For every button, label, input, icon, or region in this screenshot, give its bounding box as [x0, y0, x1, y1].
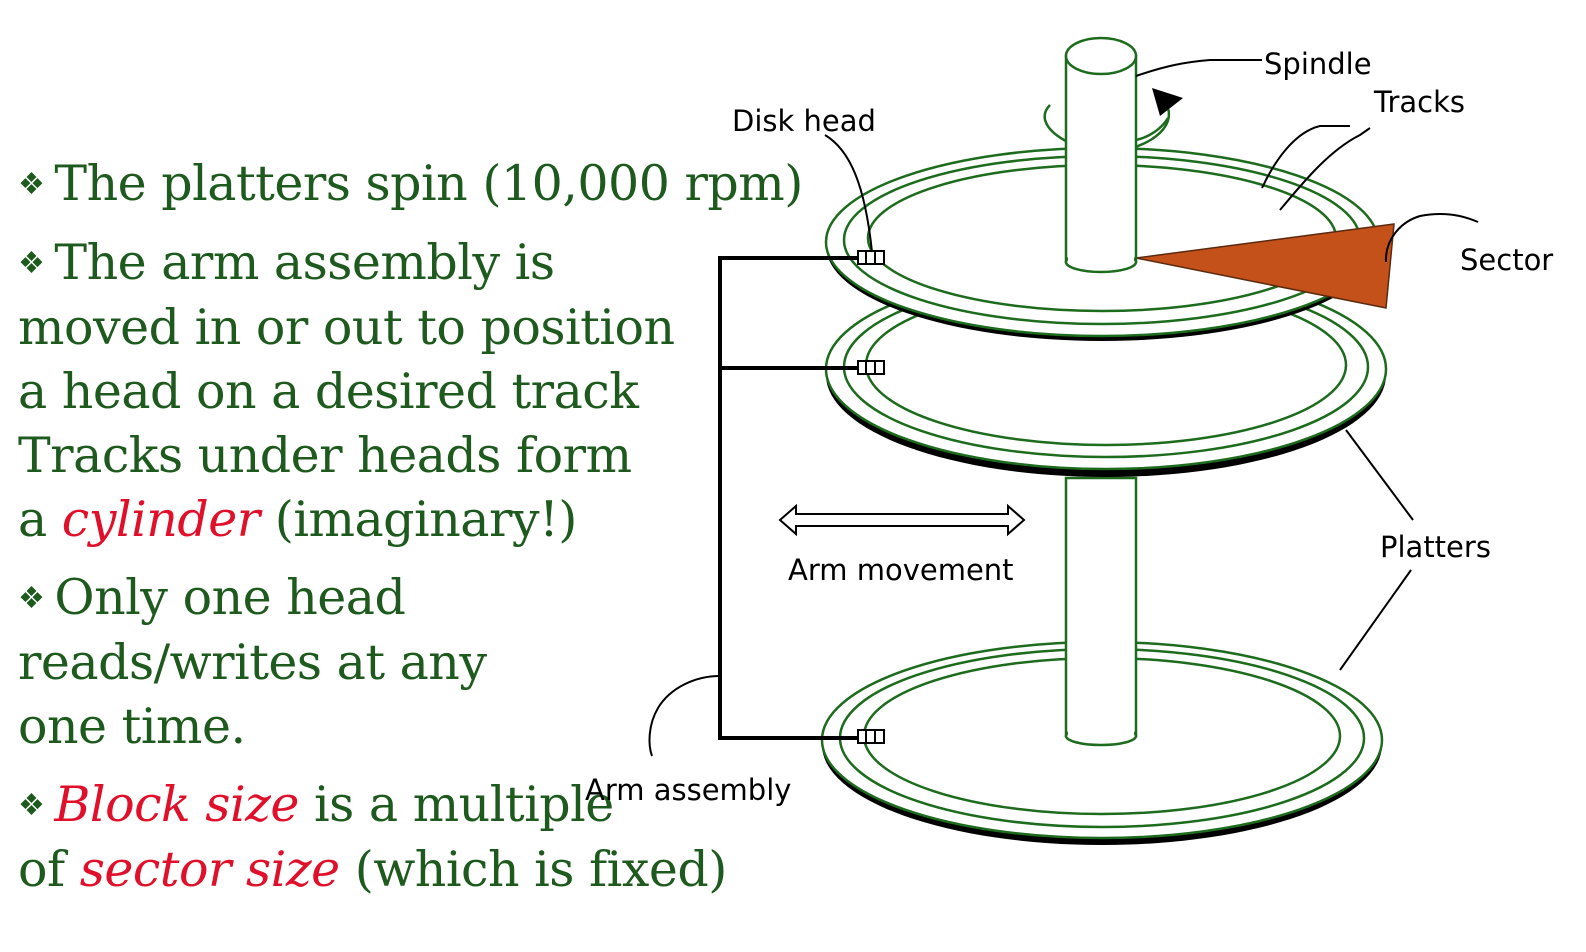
arm-assembly: [718, 256, 860, 740]
leader-lines: [648, 59, 1479, 757]
bullet-text: reads/writes at any: [18, 634, 487, 691]
bullet-text: moved in or out to position: [18, 299, 675, 356]
bullet-line: reads/writes at any: [18, 631, 798, 695]
bullet-item: ❖ The platters spin (10,000 rpm): [18, 152, 803, 217]
bullet-list: ❖ The platters spin (10,000 rpm) ❖ The arm …: [18, 152, 803, 902]
label-disk-head: Disk head: [732, 104, 876, 138]
diamond-bullet-icon: ❖: [18, 167, 45, 202]
bullet-text: (which is fixed): [339, 841, 728, 898]
bullet-text: Only one head: [54, 569, 406, 626]
bullet-text: (imaginary!): [259, 491, 578, 548]
bullet-text: a head on a desired track: [18, 363, 639, 420]
label-spindle: Spindle: [1264, 47, 1372, 81]
bullet-item: ❖ The arm assembly is moved in or out to p…: [18, 231, 798, 552]
bullet-line: a cylinder (imaginary!): [18, 488, 798, 552]
bullet-text: is a multiple: [298, 776, 614, 833]
bullet-line: ❖ Block size is a multiple: [18, 773, 798, 838]
bullet-item: ❖ Block size is a multiple of sector size …: [18, 773, 798, 902]
bullet-line: one time.: [18, 695, 798, 759]
bullet-text: Tracks under heads form: [18, 427, 632, 484]
disk-head-bottom: [857, 729, 885, 744]
bullet-line: ❖ Only one head: [18, 566, 798, 631]
disk-head-top: [857, 250, 885, 265]
disk-head-middle: [857, 360, 885, 375]
spindle-upper: [1043, 36, 1171, 274]
diamond-bullet-icon: ❖: [18, 788, 45, 823]
bullet-text: The platters spin (10,000 rpm): [54, 155, 803, 212]
label-arm-movement: Arm movement: [788, 553, 1014, 587]
label-platters: Platters: [1380, 530, 1491, 564]
emphasized-term: Block size: [54, 776, 299, 833]
label-tracks: Tracks: [1373, 85, 1465, 119]
label-arm-assembly: Arm assembly: [585, 773, 791, 807]
diamond-bullet-icon: ❖: [18, 581, 45, 616]
bullet-line: of sector size (which is fixed): [18, 838, 798, 902]
arm-movement-arrow-icon: [778, 503, 1026, 537]
bullet-text: The arm assembly is: [54, 234, 555, 291]
sector-wedge: [1135, 223, 1395, 309]
bullet-line: moved in or out to position: [18, 296, 798, 360]
rotation-arrow-icon: [1152, 88, 1183, 116]
label-sector: Sector: [1460, 243, 1553, 277]
bullet-text: one time.: [18, 698, 246, 755]
bullet-item: ❖ Only one head reads/writes at any one tim…: [18, 566, 798, 759]
bullet-line: ❖ The platters spin (10,000 rpm): [18, 152, 803, 217]
bullet-text: a: [18, 491, 62, 548]
bullet-text: of: [18, 841, 80, 898]
bullet-line: a head on a desired track: [18, 360, 798, 424]
diamond-bullet-icon: ❖: [18, 246, 45, 281]
bullet-line: ❖ The arm assembly is: [18, 231, 798, 296]
spindle-lower: [1064, 476, 1138, 747]
bullet-line: Tracks under heads form: [18, 424, 798, 488]
emphasized-term: cylinder: [61, 491, 260, 548]
emphasized-term: sector size: [79, 841, 340, 898]
